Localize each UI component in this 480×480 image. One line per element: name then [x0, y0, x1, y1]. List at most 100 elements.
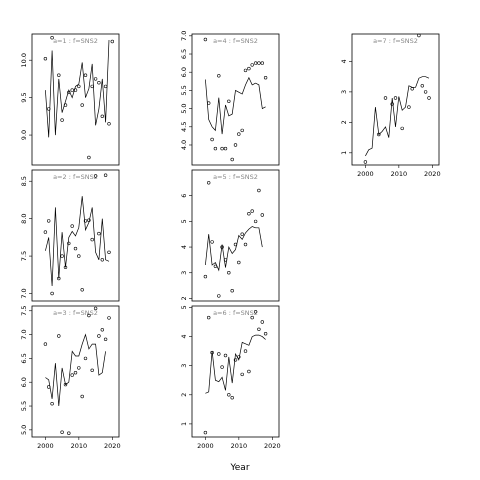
panel-a4: a=4 : f=SNS2 4.0 4.5 5.0 5.5 6.0 6.5 7.0: [180, 31, 280, 166]
x-tick-label: 2020: [424, 170, 441, 178]
fitted-line: [45, 333, 106, 407]
panel-frame: [31, 169, 120, 302]
panel-title: a=4 : f=SNS2: [213, 37, 258, 45]
observation-point: [67, 431, 71, 435]
x-tick-label: 2020: [104, 442, 121, 450]
observation-point: [210, 350, 214, 355]
observation-point: [207, 101, 211, 105]
observation-point: [90, 237, 94, 242]
panel-a6: a=6 : f=SNS2 1 2 3 4 5 2000 2010 2020: [180, 305, 281, 450]
panel-title: a=2 : f=SNS2: [53, 173, 98, 181]
observation-point: [107, 122, 111, 126]
observation-point: [260, 61, 264, 65]
y-tick-label: 4.0: [180, 140, 188, 150]
y-tick-label: 4: [340, 59, 348, 63]
y-tick-label: 7.0: [180, 31, 188, 41]
observation-point: [250, 315, 254, 320]
observation-point: [63, 103, 68, 107]
observation-point: [237, 355, 241, 359]
fitted-line: [365, 76, 430, 157]
observation-point: [43, 230, 48, 234]
observation-point: [107, 316, 111, 320]
y-tick-label: 3: [180, 271, 188, 275]
panel-a5: a=5 : f=SNS2 2 3 4 5 6: [180, 169, 280, 302]
observation-point: [110, 39, 115, 44]
observation-point: [210, 240, 214, 244]
x-tick-label: 2010: [391, 170, 408, 178]
observation-point: [250, 209, 254, 213]
observation-point: [63, 265, 68, 269]
x-tick-label: 2020: [264, 442, 281, 450]
observation-point: [77, 254, 81, 258]
observation-point: [390, 102, 394, 106]
observation-point: [260, 320, 264, 324]
observation-point: [220, 245, 224, 249]
observation-point: [393, 96, 398, 100]
observation-point: [97, 80, 101, 85]
observation-point: [73, 88, 78, 92]
observation-point: [223, 353, 228, 358]
y-tick-label: 3: [180, 364, 188, 368]
observation-point: [233, 358, 238, 362]
observation-point: [103, 337, 108, 341]
y-tick-label: 3: [340, 90, 348, 94]
y-tick-label: 9.5: [20, 92, 28, 102]
observation-point: [80, 103, 84, 107]
observation-point: [107, 250, 111, 255]
observation-point: [63, 382, 68, 387]
panel-a3: a=3 : f=SNS2 5.0 5.5 6.0 6.5 7.0 7.5 2000 2010 20…: [20, 306, 121, 450]
observation-point: [207, 181, 211, 185]
observation-point: [203, 37, 208, 42]
x-tick-label: 2000: [37, 442, 54, 450]
observation-point: [70, 88, 74, 92]
observation-point: [83, 73, 88, 77]
observation-point: [427, 96, 431, 100]
y-tick-label: 5: [180, 305, 188, 309]
y-tick-label: 4: [180, 245, 188, 249]
observation-point: [213, 146, 218, 151]
observation-point: [227, 393, 231, 397]
observation-point: [90, 84, 94, 89]
observation-point: [243, 242, 248, 247]
observation-point: [100, 328, 105, 332]
observation-point: [217, 352, 221, 356]
observation-point: [60, 118, 64, 122]
observation-point: [383, 96, 388, 100]
observation-point: [87, 155, 91, 160]
observation-point: [257, 327, 261, 331]
panel-title: a=6 : f=SNS2: [213, 309, 258, 317]
y-tick-label: 2: [180, 393, 188, 397]
observation-point: [230, 289, 234, 293]
observation-point: [240, 372, 244, 377]
observation-point: [377, 132, 381, 137]
panels-layer: a=1 : f=SNS2 9.0 9.5 10.0 a=4 : f=SNS2 4.0 4.5…: [20, 31, 441, 450]
observation-point: [407, 105, 411, 109]
panel-title: a=7 : f=SNS2: [373, 37, 418, 45]
observation-point: [233, 143, 238, 147]
y-tick-label: 7.5: [20, 251, 28, 261]
panel-title: a=1 : f=SNS2: [53, 37, 98, 45]
x-tick-label: 2010: [231, 442, 248, 450]
panel-frame: [31, 33, 120, 166]
observation-point: [247, 212, 251, 216]
observation-point: [230, 396, 234, 400]
observation-point: [70, 373, 74, 377]
observation-point: [103, 173, 108, 177]
observation-point: [70, 224, 74, 228]
y-tick-label: 6.5: [180, 49, 188, 59]
y-tick-label: 6: [180, 194, 188, 198]
observation-point: [223, 146, 228, 151]
fitted-line: [205, 226, 263, 272]
observation-point: [60, 430, 64, 434]
observation-point: [227, 99, 231, 104]
panel-frame: [31, 305, 120, 438]
observation-point: [217, 294, 221, 298]
observation-point: [100, 258, 105, 262]
observation-point: [417, 33, 421, 38]
panel-a7: a=7 : f=SNS2 1 2 3 4 2000 2010 2020: [340, 33, 441, 178]
observation-point: [240, 232, 244, 236]
observation-point: [73, 371, 78, 375]
observation-point: [233, 242, 238, 247]
observation-point: [57, 73, 61, 77]
